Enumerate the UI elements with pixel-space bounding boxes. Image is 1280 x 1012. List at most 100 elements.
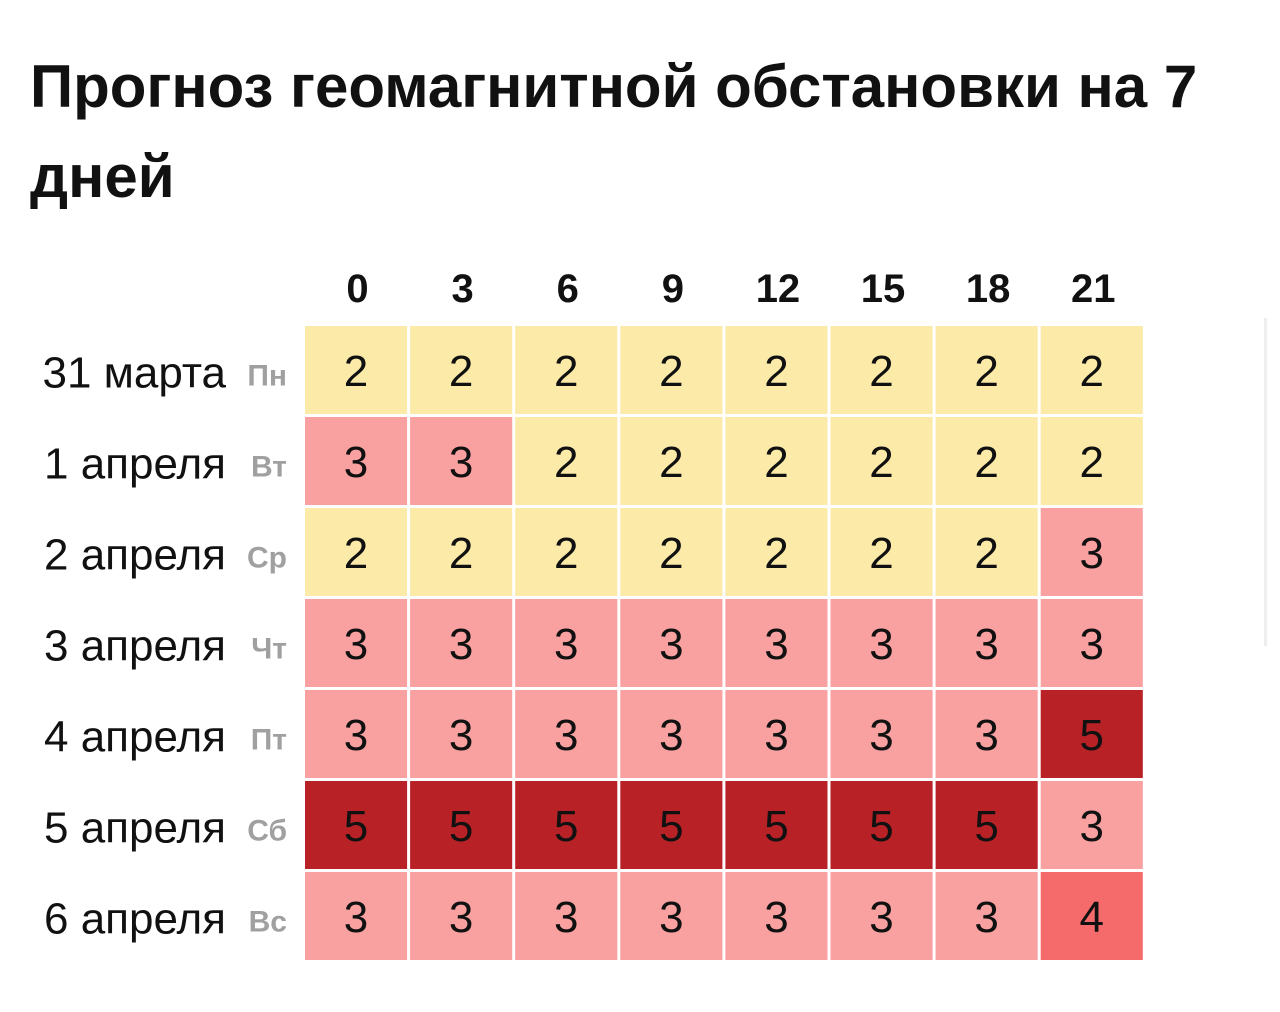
heatmap-cell	[305, 599, 408, 687]
hour-label: 18	[966, 267, 1011, 311]
cell-value-label: 3	[974, 711, 998, 760]
cell-value-label: 2	[869, 529, 893, 578]
heatmap-cell	[305, 781, 408, 869]
row-weekday-label: Пн	[247, 360, 287, 393]
cell-value-label: 2	[764, 347, 788, 396]
row-weekday-label: Ср	[247, 542, 287, 575]
heatmap-cell	[935, 599, 1038, 687]
cell-value-label: 5	[659, 802, 683, 851]
cell-value-label: 3	[869, 620, 893, 669]
heatmap-cell	[410, 417, 513, 505]
heatmap-cell	[305, 872, 408, 960]
heatmap-cell	[935, 326, 1038, 414]
cell-value-label: 3	[449, 893, 473, 942]
cell-value-label: 2	[869, 347, 893, 396]
heatmap-cell	[1040, 872, 1143, 960]
cell-value-label: 5	[344, 802, 368, 851]
heatmap-cell	[725, 508, 828, 596]
heatmap-cell	[305, 690, 408, 778]
cell-value-label: 3	[764, 620, 788, 669]
cell-value-label: 3	[764, 711, 788, 760]
heatmap-cell	[620, 326, 723, 414]
heatmap-cell	[1040, 690, 1143, 778]
row-date-label: 3 апреля	[44, 622, 226, 671]
cell-value-label: 2	[974, 438, 998, 487]
heatmap-cell	[1040, 781, 1143, 869]
heatmap-cell	[935, 690, 1038, 778]
cell-value-label: 2	[449, 347, 473, 396]
row-date-label: 4 апреля	[44, 713, 226, 762]
cell-value-label: 2	[344, 529, 368, 578]
cell-value-label: 2	[659, 438, 683, 487]
hour-label: 12	[756, 267, 801, 311]
cell-value-label: 3	[344, 711, 368, 760]
cell-value-label: 3	[659, 711, 683, 760]
heatmap-cell	[620, 599, 723, 687]
cell-value-label: 3	[344, 893, 368, 942]
cell-value-label: 5	[554, 802, 578, 851]
heatmap-cell	[515, 417, 618, 505]
heatmap-cell	[725, 690, 828, 778]
heatmap-cell	[725, 417, 828, 505]
row-weekday-label: Вс	[249, 906, 287, 939]
cell-value-label: 2	[449, 529, 473, 578]
cell-value-label: 2	[974, 529, 998, 578]
heatmap-cell	[620, 872, 723, 960]
heatmap-cell	[515, 508, 618, 596]
page-edge-divider	[1264, 318, 1267, 646]
cell-value-label: 3	[1080, 802, 1104, 851]
cell-value-label: 2	[974, 347, 998, 396]
cell-value-label: 5	[1080, 711, 1104, 760]
heatmap-cell	[1040, 508, 1143, 596]
cell-value-label: 5	[449, 802, 473, 851]
cell-value-label: 3	[449, 711, 473, 760]
hour-label: 9	[662, 267, 684, 311]
heatmap-cells: 2 2 2 2 2 2 2 2 3 3 2 2 2 2 2 2 2 2 2 2 2 2 2 3 3 3 3 3 3 3 3 3 3 3 3 3 3 3 3 5…	[305, 326, 1143, 960]
row-date-label: 31 марта	[42, 349, 226, 398]
hour-label: 6	[557, 267, 579, 311]
page-title: Прогноз геомагнитной обстановки на 7 дне…	[30, 53, 1198, 210]
row-weekday-label: Вт	[251, 451, 287, 484]
heatmap-cell	[620, 508, 723, 596]
cell-value-label: 2	[659, 529, 683, 578]
hour-label: 15	[861, 267, 906, 311]
heatmap-cell	[830, 417, 933, 505]
cell-value-label: 2	[764, 529, 788, 578]
heatmap-cell	[620, 417, 723, 505]
cell-value-label: 2	[869, 438, 893, 487]
heatmap-cell	[305, 326, 408, 414]
cell-value-label: 2	[554, 438, 578, 487]
heatmap-cell	[935, 508, 1038, 596]
heatmap-cell	[305, 508, 408, 596]
heatmap-cell	[935, 781, 1038, 869]
cell-value-label: 2	[659, 347, 683, 396]
cell-value-label: 3	[1080, 620, 1104, 669]
cell-value-label: 3	[659, 620, 683, 669]
heatmap-cell	[410, 690, 513, 778]
row-date-label: 1 апреля	[44, 440, 226, 489]
heatmap-cell	[725, 872, 828, 960]
row-date-label: 6 апреля	[44, 895, 226, 944]
heatmap-cell	[830, 872, 933, 960]
cell-value-label: 3	[869, 893, 893, 942]
heatmap-cell	[935, 417, 1038, 505]
heatmap-cell	[410, 508, 513, 596]
hour-label: 0	[346, 267, 368, 311]
cell-value-label: 3	[554, 893, 578, 942]
hour-label: 21	[1071, 267, 1116, 311]
row-labels: 31 марта Пн 1 апреля Вт 2 апреля Ср 3 апреля Чт…	[42, 349, 287, 944]
heatmap-cell	[410, 872, 513, 960]
cell-value-label: 3	[554, 620, 578, 669]
cell-value-label: 3	[344, 620, 368, 669]
heatmap-cell	[830, 781, 933, 869]
heatmap-cell	[725, 326, 828, 414]
cell-value-label: 5	[869, 802, 893, 851]
cell-value-label: 4	[1080, 893, 1104, 942]
cell-value-label: 3	[554, 711, 578, 760]
heatmap-cell	[725, 781, 828, 869]
cell-value-label: 2	[764, 438, 788, 487]
cell-value-label: 2	[554, 347, 578, 396]
cell-value-label: 3	[449, 620, 473, 669]
row-date-label: 5 апреля	[44, 804, 226, 853]
